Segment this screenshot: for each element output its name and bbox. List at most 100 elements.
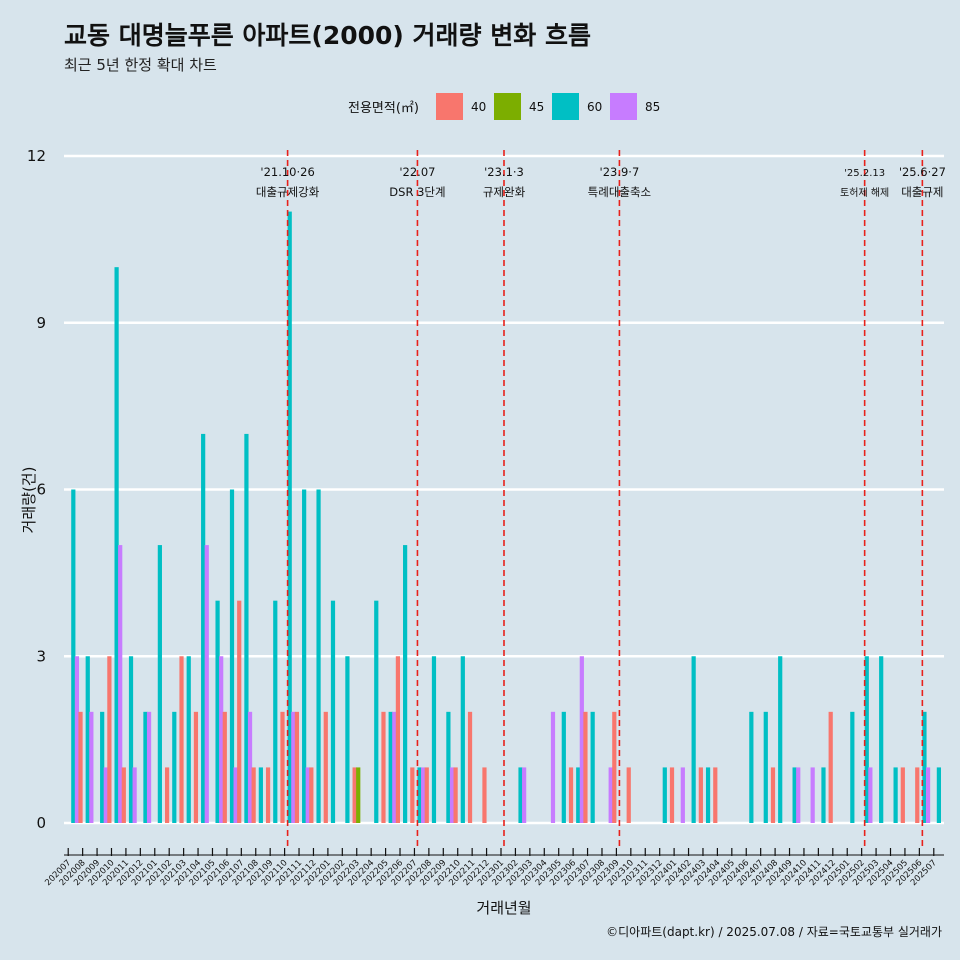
bar-202102-60	[172, 711, 177, 823]
bar-202106-85	[233, 767, 238, 823]
bar-202401-85	[680, 767, 685, 823]
bar-202109-60	[273, 600, 278, 823]
bar-202205-60	[388, 711, 393, 823]
bar-202309-40	[612, 711, 617, 823]
bar-202011-40	[121, 767, 126, 823]
chart-subtitle: 최근 5년 한정 확대 차트	[64, 56, 217, 74]
bar-202409-60	[792, 767, 797, 823]
bar-202110-60	[287, 211, 292, 824]
annotation-label: 대출규제강화	[256, 185, 320, 199]
y-axis: 0 3 6 9 12	[27, 147, 46, 832]
bar-202207-40	[410, 767, 415, 823]
bar-202212-40	[482, 767, 487, 823]
bar-202107-85	[247, 711, 253, 823]
bar-202210-60	[460, 656, 465, 823]
caption: ©디아파트(dapt.kr) / 2025.07.08 / 자료=국토교통부 실…	[606, 925, 942, 939]
bar-202205-85	[392, 711, 397, 823]
bar-202307-60	[590, 711, 595, 823]
bar-202106-60	[229, 489, 235, 823]
bar-202007-60	[71, 489, 76, 823]
bar-202009-85	[103, 767, 108, 823]
y-axis-label: 거래량(건)	[20, 467, 38, 534]
bar-202111-85	[305, 767, 310, 823]
bar-202201-40	[323, 711, 328, 823]
annotation-label: 특례대출축소	[588, 185, 651, 199]
bar-202203-45	[356, 767, 361, 823]
bar-202108-40	[251, 767, 256, 823]
bar-202207-85	[421, 767, 426, 823]
annotation-date: '23.1·3	[484, 165, 524, 179]
chart-title: 교동 대명늘푸른 아파트(2000) 거래량 변화 흐름	[64, 21, 591, 50]
bar-202409-85	[796, 767, 801, 823]
bar-202105-85	[219, 656, 224, 823]
bar-202506-40	[915, 767, 920, 823]
bar-202009-60	[100, 711, 105, 823]
y-tick-label: 12	[27, 147, 46, 165]
bar-202502-60	[864, 656, 869, 823]
bar-202410-85	[810, 767, 815, 823]
annotation-date: '25.2.13	[844, 168, 885, 179]
bar-202106-40	[222, 711, 227, 823]
bar-202408-60	[778, 656, 783, 823]
bar-202105-60	[215, 600, 220, 823]
annotation-label: 토허제 해제	[840, 186, 889, 199]
bar-202008-40	[78, 711, 83, 823]
bar-202210-40	[453, 767, 458, 823]
bar-202312-60	[662, 767, 667, 823]
bar-202007-85	[74, 656, 80, 823]
bar-202209-85	[449, 767, 455, 823]
bar-202011-85	[132, 767, 137, 823]
bar-202308-85	[608, 767, 613, 823]
bars	[71, 211, 941, 824]
legend-label-40: 40	[471, 100, 486, 114]
bar-202504-60	[893, 767, 898, 823]
bar-202306-40	[568, 767, 574, 823]
y-tick-label: 6	[36, 481, 46, 499]
bar-202206-60	[403, 545, 408, 823]
bar-202011-60	[128, 656, 134, 823]
bar-202306-60	[576, 767, 581, 823]
legend-label-60: 60	[587, 100, 602, 114]
bar-202207-60	[417, 767, 422, 823]
bar-202305-60	[561, 711, 566, 823]
bar-202012-60	[143, 711, 148, 823]
legend-label-85: 85	[645, 100, 660, 114]
bar-202304-85	[550, 711, 556, 823]
bar-202008-85	[89, 711, 94, 823]
bar-202010-40	[107, 656, 112, 823]
legend-swatch-40	[436, 93, 463, 120]
bar-202104-85	[204, 545, 209, 823]
legend-title: 전용면적(㎡)	[348, 101, 419, 116]
bar-202205-40	[381, 711, 386, 823]
bar-202107-60	[244, 433, 249, 823]
bar-202401-40	[669, 767, 675, 823]
bar-202108-60	[258, 767, 263, 823]
bar-202211-40	[467, 711, 473, 823]
bar-202201-60	[330, 600, 336, 823]
bar-202204-60	[374, 600, 379, 823]
annotation-date: '22.07	[399, 165, 435, 179]
bar-202203-40	[352, 767, 357, 823]
bar-202506-85	[925, 767, 931, 823]
bar-202103-40	[179, 656, 184, 823]
x-axis: 2020072020082020092020102020112020122021…	[43, 848, 944, 888]
bar-202010-60	[114, 267, 119, 824]
legend-label-45: 45	[529, 100, 544, 114]
bar-202103-60	[186, 656, 191, 823]
bar-202407-60	[763, 711, 768, 823]
bar-202507-60	[936, 767, 941, 823]
y-tick-label: 9	[36, 314, 46, 332]
legend: 전용면적(㎡) 40 45 60 85	[348, 93, 660, 120]
bar-202506-60	[922, 711, 927, 823]
bar-202202-60	[345, 656, 350, 823]
bar-202307-40	[583, 711, 588, 823]
annotation-date: '23.9·7	[600, 165, 640, 179]
bar-202302-60	[518, 767, 523, 823]
legend-swatch-60	[552, 93, 579, 120]
bar-202208-40	[424, 767, 429, 823]
bar-202206-40	[395, 656, 401, 823]
bar-202408-40	[770, 767, 776, 823]
bar-202208-60	[431, 656, 437, 823]
bar-202112-60	[316, 489, 321, 823]
bar-202411-60	[821, 767, 826, 823]
